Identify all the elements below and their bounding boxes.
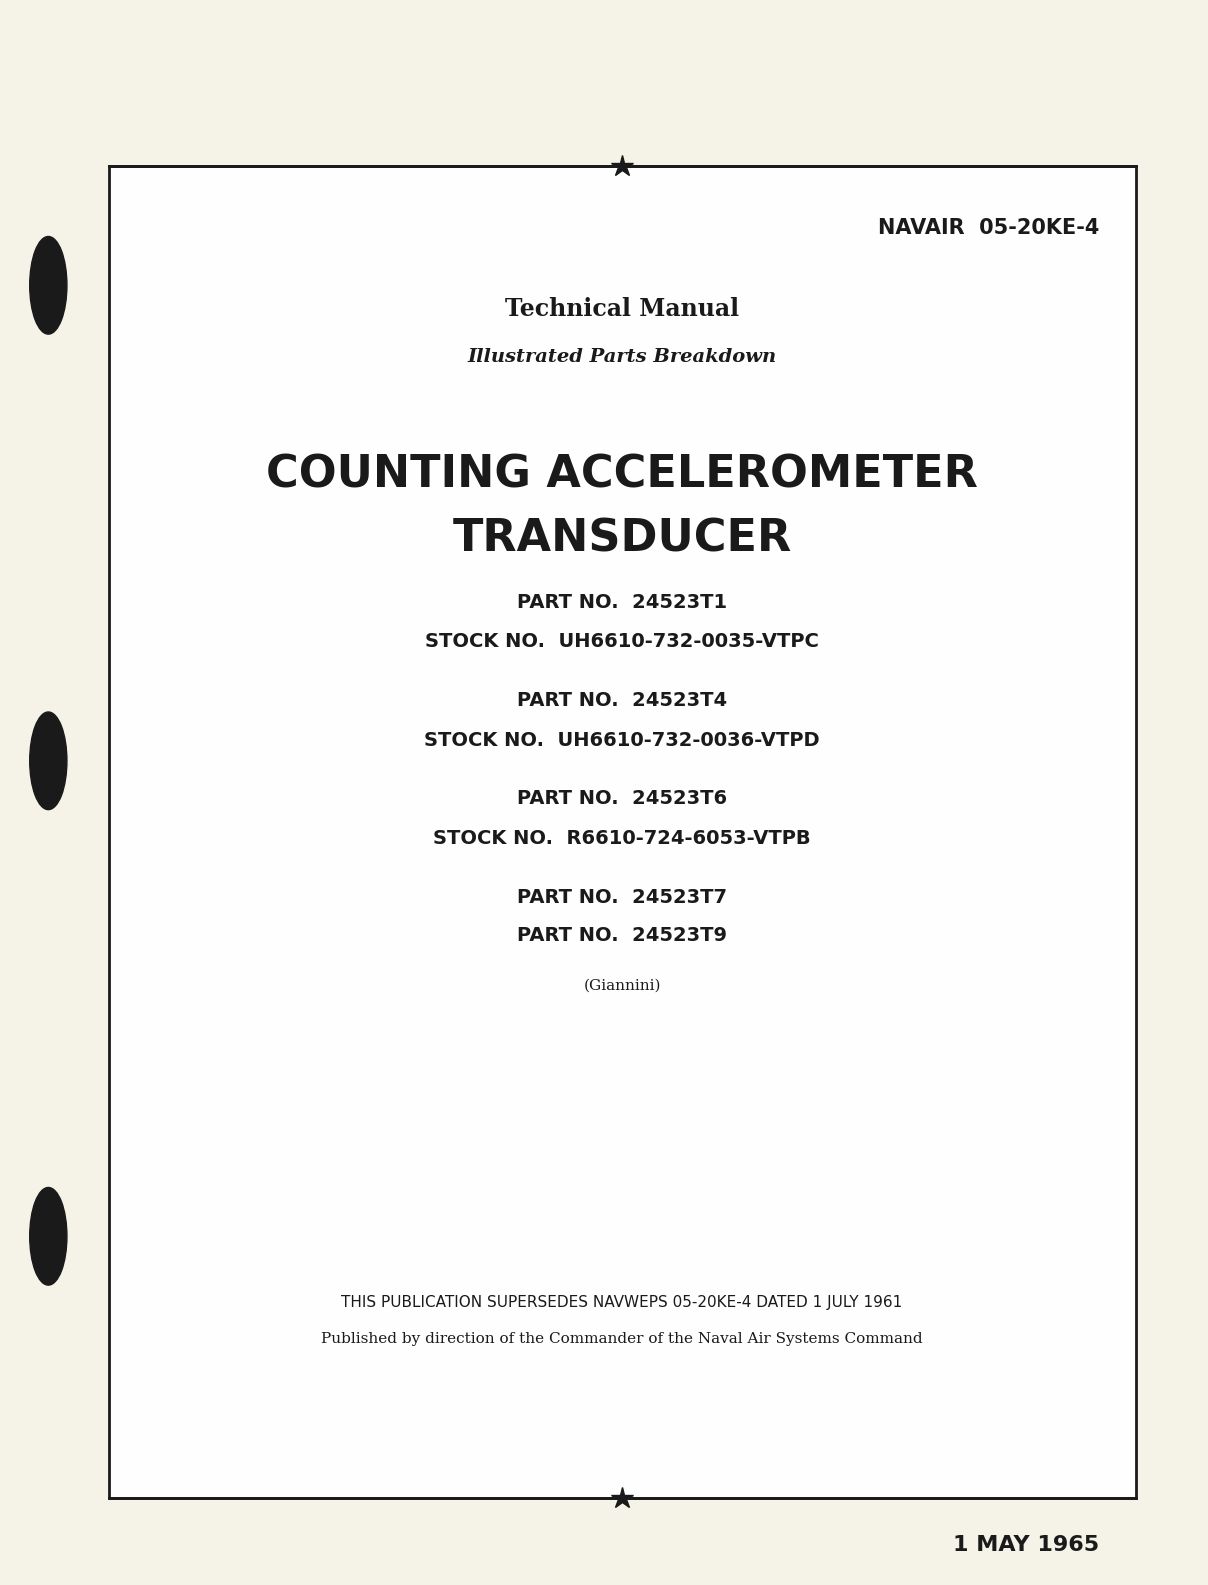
Text: PART NO.  24523T4: PART NO. 24523T4	[517, 691, 727, 710]
Text: 1 MAY 1965: 1 MAY 1965	[953, 1536, 1099, 1555]
Text: PART NO.  24523T9: PART NO. 24523T9	[517, 926, 727, 945]
Text: COUNTING ACCELEROMETER: COUNTING ACCELEROMETER	[266, 453, 978, 498]
Text: STOCK NO.  UH6610-732-0036-VTPD: STOCK NO. UH6610-732-0036-VTPD	[424, 731, 820, 750]
Text: Published by direction of the Commander of the Naval Air Systems Command: Published by direction of the Commander …	[321, 1333, 923, 1346]
Ellipse shape	[30, 1187, 66, 1285]
Text: (Giannini): (Giannini)	[583, 980, 661, 992]
Ellipse shape	[30, 712, 66, 810]
Text: PART NO.  24523T1: PART NO. 24523T1	[517, 593, 727, 612]
Text: NAVAIR  05-20KE-4: NAVAIR 05-20KE-4	[878, 219, 1099, 238]
Ellipse shape	[30, 236, 66, 334]
Text: THIS PUBLICATION SUPERSEDES NAVWEPS 05-20KE-4 DATED 1 JULY 1961: THIS PUBLICATION SUPERSEDES NAVWEPS 05-2…	[342, 1295, 902, 1311]
Text: Illustrated Parts Breakdown: Illustrated Parts Breakdown	[467, 347, 777, 366]
Text: STOCK NO.  UH6610-732-0035-VTPC: STOCK NO. UH6610-732-0035-VTPC	[425, 632, 819, 651]
Text: TRANSDUCER: TRANSDUCER	[453, 517, 791, 561]
Text: Technical Manual: Technical Manual	[505, 296, 739, 322]
Text: PART NO.  24523T7: PART NO. 24523T7	[517, 888, 727, 907]
Text: STOCK NO.  R6610-724-6053-VTPB: STOCK NO. R6610-724-6053-VTPB	[434, 829, 811, 848]
Text: PART NO.  24523T6: PART NO. 24523T6	[517, 789, 727, 808]
FancyBboxPatch shape	[109, 166, 1136, 1498]
